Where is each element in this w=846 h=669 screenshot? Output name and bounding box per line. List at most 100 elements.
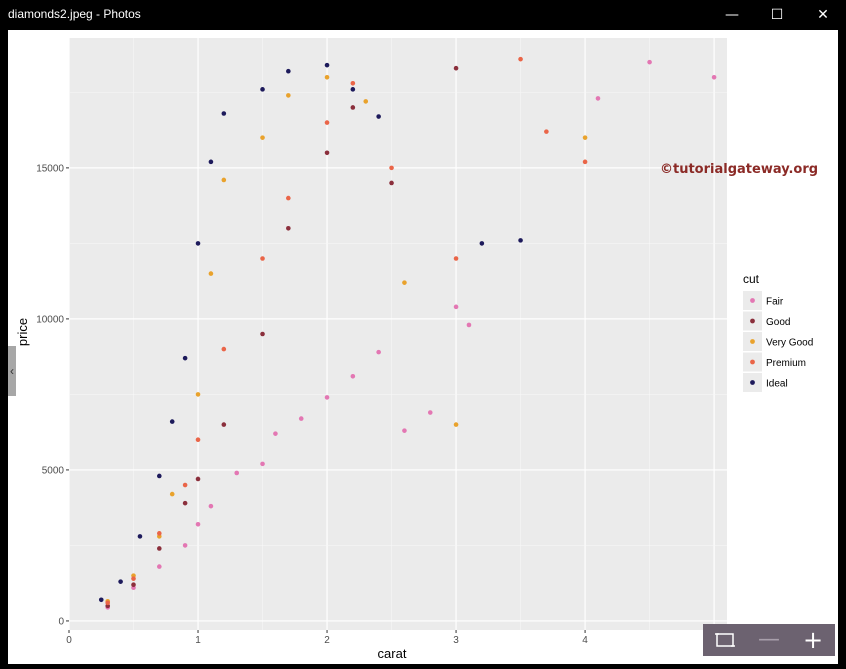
legend-label: Good [766,317,790,328]
data-point [98,597,104,603]
zoom-toolbar: — + [703,624,835,656]
x-tick-label: 2 [324,635,330,646]
data-point [131,576,136,581]
data-point [324,150,330,156]
legend-swatch [750,318,755,324]
legend-swatch [750,298,755,303]
data-point [479,241,485,246]
data-point [195,437,201,443]
data-point [195,521,201,527]
y-tick-label: 10000 [36,314,64,325]
legend-title: cut [743,272,760,286]
window-titlebar: diamonds2.jpeg - Photos — ☐ ✕ [0,0,846,30]
data-point [105,600,111,606]
axis-ticks: 012345050001000015000 [36,163,717,646]
data-point [157,546,162,551]
data-point [221,346,227,352]
data-point [169,491,175,497]
y-tick-label: 15000 [36,163,64,174]
legend-swatch [750,380,755,385]
data-point [453,422,459,427]
data-point [221,111,227,116]
data-point [234,470,240,476]
data-point [182,500,188,506]
data-point [427,410,433,415]
data-point [298,416,304,421]
minimize-button[interactable]: — [725,7,739,23]
panel-background [69,38,727,630]
data-point [466,322,472,328]
x-tick-label: 0 [66,635,72,646]
data-point [389,165,394,171]
series-good [105,65,459,609]
data-point [260,256,265,261]
data-point [221,177,227,183]
data-point [350,373,356,379]
series-ideal [98,62,523,603]
data-point [518,238,523,243]
data-point [286,93,291,98]
data-point [208,271,214,276]
series-fair [105,59,717,610]
close-button[interactable]: ✕ [817,7,829,23]
data-point [324,62,330,68]
data-point [260,331,265,337]
data-point [260,135,265,140]
data-point [324,395,330,400]
y-tick-label: 5000 [42,465,65,476]
data-point [389,180,394,186]
window-title: diamonds2.jpeg - Photos [8,7,141,21]
series-premium [105,56,588,606]
data-point [544,129,549,134]
data-point [260,87,265,92]
maximize-button[interactable]: ☐ [770,7,784,23]
legend-label: Ideal [766,379,788,390]
data-point [137,534,143,539]
legend-swatch [750,339,755,344]
fit-to-window-button[interactable] [703,624,747,656]
data-point [157,531,162,536]
grid-lines [68,38,727,630]
zoom-in-button[interactable]: + [802,626,824,654]
data-point [376,114,381,119]
x-tick-label: 3 [453,635,459,646]
previous-image-button[interactable]: ‹ [8,346,16,396]
data-point [131,582,136,587]
data-point [453,256,459,261]
scatter-chart: 012345050001000015000 carat price ©tutor… [15,38,818,661]
data-point [157,564,162,569]
data-point [260,461,265,467]
data-point [195,241,201,246]
data-point [363,99,369,104]
data-point [169,419,175,424]
data-point [208,503,214,509]
legend-label: Premium [766,358,806,369]
legend-label: Fair [766,297,784,308]
data-point [582,159,588,165]
data-point [157,473,162,479]
watermark: ©tutorialgateway.org [660,162,818,177]
data-point [647,59,652,65]
data-point [402,428,407,433]
fit-to-window-icon [715,633,735,647]
data-point [195,476,201,482]
data-point [453,65,459,71]
data-points [98,56,717,610]
zoom-out-button[interactable]: — [758,627,780,652]
data-point [286,225,291,231]
data-point [273,431,278,436]
data-point [595,96,601,101]
data-point [208,159,214,165]
data-point [350,105,356,110]
data-point [182,355,188,361]
data-point [350,87,356,92]
image-frame: 012345050001000015000 carat price ©tutor… [8,30,838,664]
x-axis-label: carat [378,646,407,661]
window-bottom-border [0,664,846,669]
x-tick-label: 1 [195,635,201,646]
data-point [350,81,356,86]
data-point [582,135,588,140]
data-point [182,543,188,548]
x-tick-label: 4 [582,635,588,646]
data-point [286,195,291,201]
